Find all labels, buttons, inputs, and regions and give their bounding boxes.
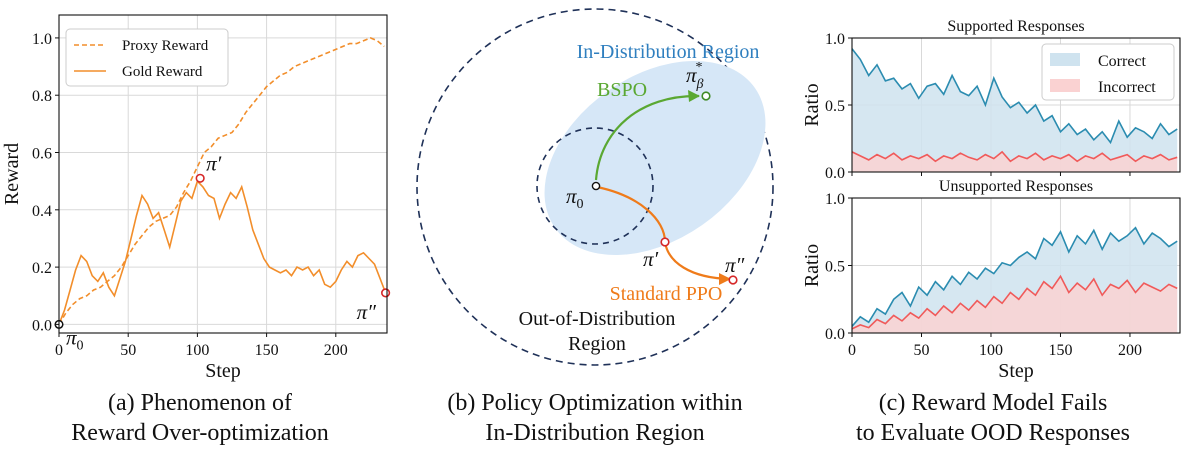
correct-line — [851, 226, 1178, 327]
pi0-point — [591, 181, 601, 191]
caption-c-line1: (c) Reward Model Fails — [878, 390, 1108, 416]
y-tick-label: 0.4 — [32, 203, 52, 220]
plot-frame — [58, 14, 388, 334]
bspo-label: BSPO — [597, 79, 647, 101]
legend: Correct Incorrect — [1041, 43, 1175, 101]
pi-prime-label: π′ — [643, 247, 659, 271]
caption-b: (b) Policy Optimization within In-Distri… — [405, 388, 785, 448]
pi0-annotation: π0 — [66, 325, 84, 353]
ood-label-line1: Out-of-Distribution — [519, 308, 676, 330]
trust-region-circle — [536, 127, 654, 245]
x-axis-label: Step — [205, 360, 241, 382]
x-tick-label: 200 — [1118, 342, 1142, 359]
x-tick-label: 0 — [55, 342, 63, 359]
ppo-arrowhead — [719, 273, 731, 285]
x-axis-label: Step — [998, 360, 1034, 382]
x-tick-label: 150 — [1048, 342, 1072, 359]
panel-c-unsupported-chart: 0.0 0.5 1.0 0 50 100 150 200 Ratio Step Unsupporte… — [801, 178, 1181, 382]
ood-region-boundary — [416, 8, 774, 366]
caption-c: (c) Reward Model Fails to Evaluate OOD R… — [800, 388, 1186, 448]
panel-b-policy-diagram: In-Distribution Region BSPO Standard PPO… — [416, 8, 774, 366]
caption-a-line2: Reward Over-optimization — [71, 420, 329, 446]
pi0-label: π0 — [566, 184, 584, 212]
y-tick-label: 0.0 — [825, 165, 845, 182]
y-tick-label: 1.0 — [825, 31, 845, 48]
y-tick-label: 0.5 — [825, 98, 845, 115]
gold-reward-line — [58, 179, 387, 325]
x-tick-label: 150 — [255, 342, 279, 359]
legend-swatch-incorrect — [1050, 79, 1080, 92]
y-tick-label: 0.0 — [825, 326, 845, 343]
pi-prime-point — [660, 237, 670, 247]
in-distribution-label: In-Distribution Region — [577, 41, 760, 63]
x-tick-label: 0 — [848, 342, 856, 359]
correct-line — [851, 48, 1178, 145]
caption-a-line1: (a) Phenomenon of — [108, 390, 292, 416]
legend: Proxy Reward Gold Reward — [65, 28, 229, 87]
x-tick-label: 100 — [185, 342, 209, 359]
pi-star-label: πβ* — [686, 60, 704, 92]
y-tick-label: 0.2 — [32, 260, 52, 277]
ppo-label: Standard PPO — [610, 283, 723, 305]
pi0-subscript: 0 — [77, 338, 84, 353]
bspo-arrowhead — [688, 90, 700, 102]
ood-label-line2: Region — [568, 333, 626, 355]
panel-a-reward-chart: π0 π′ π″ 0.0 0.2 0.4 0.6 0.8 1.0 0 50 100 150 200 Rewa… — [1, 14, 391, 382]
y-tick-label: 1.0 — [825, 191, 845, 208]
y-tick-label: 0.0 — [32, 317, 52, 334]
y-axis-label: Reward — [1, 143, 23, 205]
chart-title: Unsupported Responses — [939, 178, 1093, 195]
incorrect-line — [851, 150, 1178, 163]
pi-prime-annotation: π′ — [206, 151, 222, 175]
legend-box — [65, 28, 229, 87]
x-tick-label: 50 — [913, 342, 929, 359]
y-tick-label: 0.6 — [32, 146, 52, 163]
legend-label-proxy: Proxy Reward — [122, 38, 209, 54]
pi0-symbol: π — [66, 325, 77, 349]
caption-b-line2: In-Distribution Region — [485, 420, 705, 446]
correct-area — [852, 48, 1178, 173]
panel-c-supported-chart: 0.0 0.5 1.0 Ratio Supported Responses Correct… — [801, 18, 1181, 182]
y-axis-label: Ratio — [801, 244, 823, 287]
x-tick-label: 50 — [120, 342, 136, 359]
pi-prime-marker — [195, 173, 205, 183]
pi-dprime-label: π″ — [725, 253, 745, 277]
legend-label-gold: Gold Reward — [122, 64, 203, 80]
y-tick-label: 1.0 — [32, 31, 52, 48]
caption-c-line2: to Evaluate OOD Responses — [856, 420, 1130, 446]
caption-b-line1: (b) Policy Optimization within — [447, 390, 743, 416]
incorrect-area — [852, 276, 1178, 333]
pi-dprime-point — [728, 275, 738, 285]
incorrect-line — [851, 274, 1178, 330]
y-axis-label: Ratio — [801, 83, 823, 126]
pi-dprime-annotation: π″ — [357, 300, 377, 324]
legend-label-correct: Correct — [1098, 53, 1147, 70]
pi-star-point — [701, 91, 711, 101]
legend-swatch-correct — [1050, 53, 1080, 66]
incorrect-area — [852, 151, 1178, 172]
pi-dprime-marker — [381, 288, 391, 298]
x-tick-label: 200 — [324, 342, 348, 359]
legend-label-incorrect: Incorrect — [1098, 79, 1156, 96]
in-distribution-region — [544, 61, 766, 255]
proxy-reward-line — [58, 37, 385, 325]
caption-a: (a) Phenomenon of Reward Over-optimizati… — [20, 388, 380, 448]
x-tick-label: 100 — [979, 342, 1003, 359]
y-tick-label: 0.8 — [32, 88, 52, 105]
bspo-arrow — [594, 94, 700, 181]
chart-title: Supported Responses — [947, 18, 1084, 35]
y-tick-label: 0.5 — [825, 259, 845, 276]
